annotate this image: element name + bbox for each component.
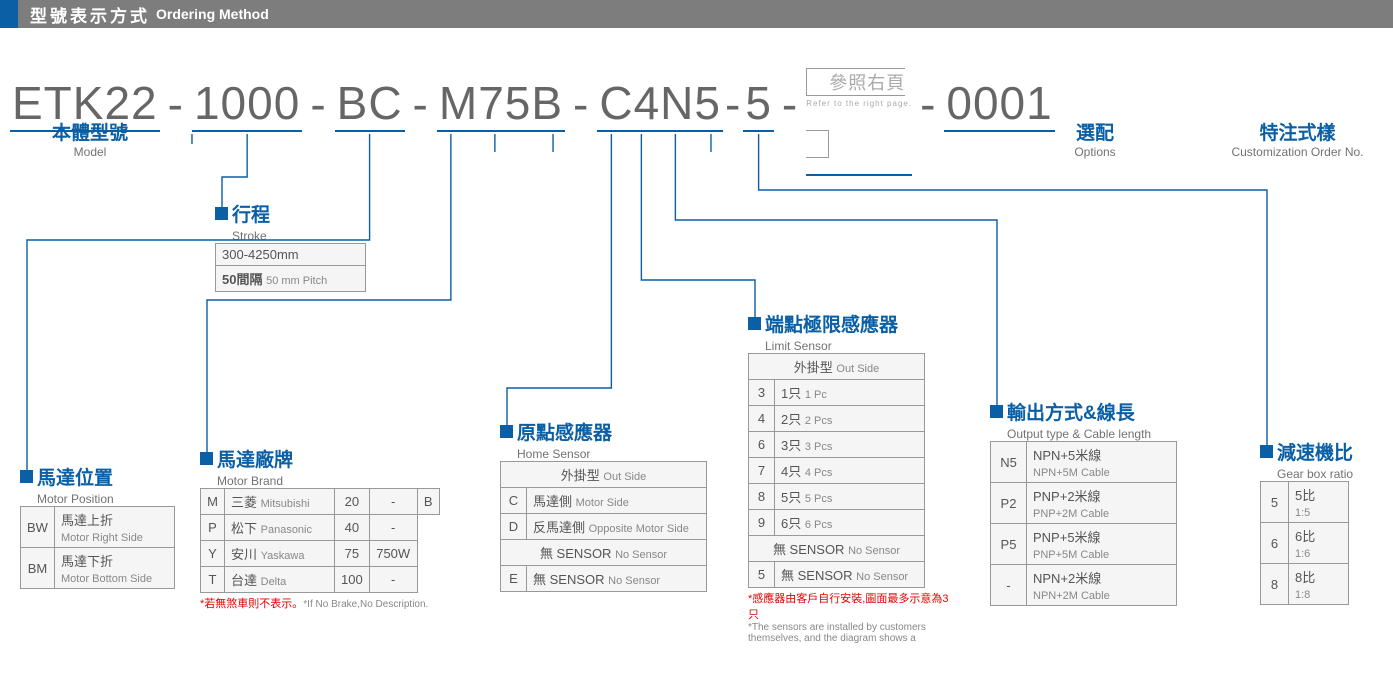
home-sensor-box: 原點感應器 Home Sensor 外掛型 Out SideC馬達側 Motor… — [500, 418, 707, 592]
seg-options: 參照右頁 Refer to the right page. — [806, 46, 912, 162]
label-options: 選配Options — [1000, 118, 1190, 159]
gearbox-box: 減速機比 Gear box ratio 55比1:566比1:688比1:8 — [1260, 438, 1353, 605]
seg-gear: 5 — [743, 76, 774, 132]
header-title-en: Ordering Method — [156, 6, 269, 22]
label-custom: 特注式樣Customization Order No. — [1210, 118, 1385, 159]
motor-position-box: 馬達位置 Motor Position BW馬達上折Motor Right Si… — [20, 463, 175, 589]
motor-brand-box: 馬達廠牌 Motor Brand M 三菱 Mitsubishi 20 - B … — [200, 445, 440, 611]
limit-sensor-box: 端點極限感應器 Limit Sensor 外掛型 Out Side31只 1 P… — [748, 310, 958, 644]
header-accent — [0, 0, 18, 28]
seg-position: BC — [335, 76, 405, 132]
options-en: Refer to the right page. — [806, 100, 912, 108]
seg-motor: M75B — [437, 76, 565, 132]
stroke-box: 行程 Stroke 300-4250mm 50間隔 50 mm Pitch — [215, 200, 366, 292]
output-box: 輸出方式&線長 Output type & Cable length N5NPN… — [990, 398, 1177, 606]
seg-stroke: 1000 — [192, 76, 302, 132]
options-zh: 參照右頁 — [829, 73, 905, 93]
header-title-zh: 型號表示方式 — [30, 2, 150, 27]
section-header: 型號表示方式 Ordering Method — [0, 0, 1393, 28]
seg-sensor: C4N5 — [597, 76, 723, 132]
label-model: 本體型號Model — [10, 118, 170, 159]
